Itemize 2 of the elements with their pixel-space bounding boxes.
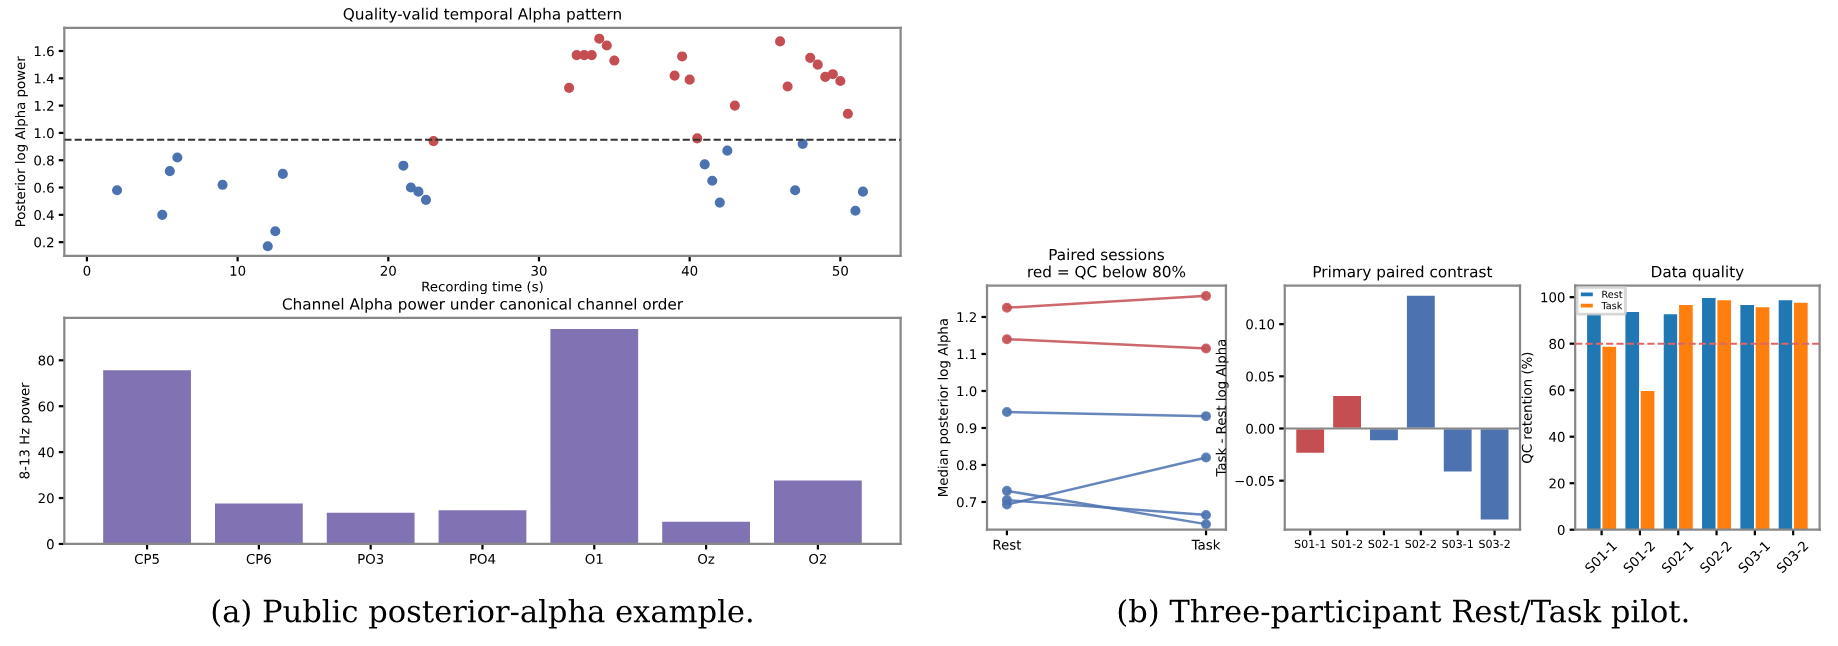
- text: (a) Public posterior-alpha example.: [212, 598, 752, 629]
- text: (b) Three-participant Rest/Task pilot.: [1118, 598, 1688, 629]
